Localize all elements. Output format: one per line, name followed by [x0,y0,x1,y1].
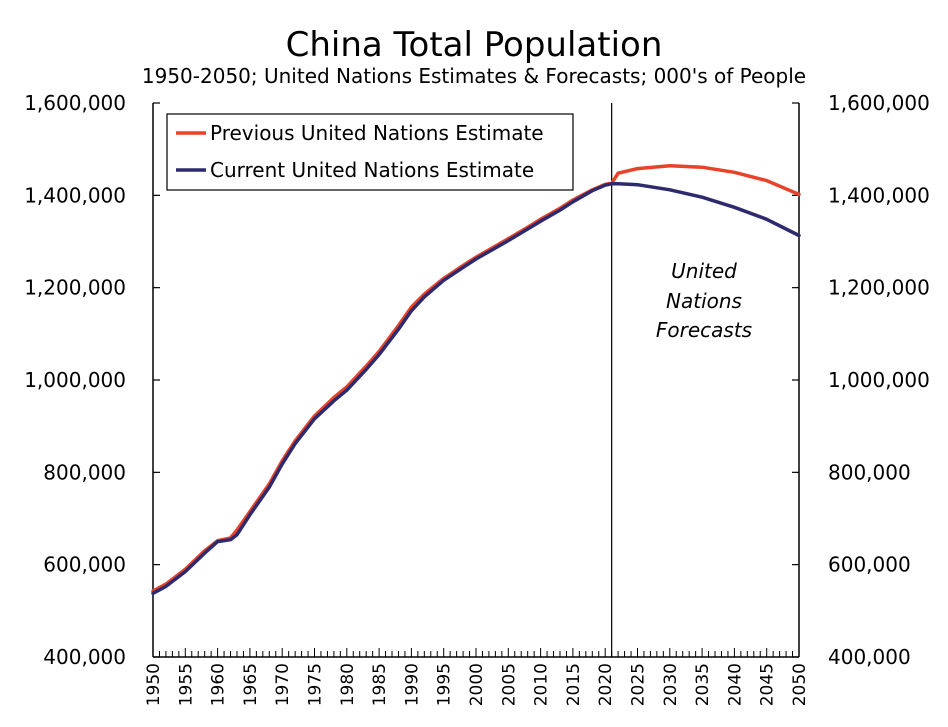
x-tick-label: 1985 [370,663,390,706]
y-tick-label-left: 1,000,000 [24,368,126,392]
x-tick-label: 1975 [306,663,326,706]
y-tick-label-right: 1,000,000 [828,368,930,392]
y-tick-label-right: 1,400,000 [828,183,930,207]
y-tick-label-left: 800,000 [43,460,126,484]
x-ticks: 1950 1955 1960 1965 1970 1975 1980 1985 1990 1995… [144,648,810,706]
y-tick-label-right: 600,000 [828,553,911,577]
y-ticks-right: 400,000 600,000 800,000 1,000,000 1,200,000 1… [792,91,930,669]
x-tick-label: 2045 [758,663,778,706]
x-tick-label: 1950 [144,663,164,706]
x-tick-label: 2030 [661,663,681,706]
y-tick-label-left: 1,400,000 [24,183,126,207]
y-ticks-left: 400,000 600,000 800,000 1,000,000 1,200,000 1… [24,91,160,669]
y-tick-label-right: 400,000 [828,645,911,669]
x-tick-label: 1965 [241,663,261,706]
chart-title: China Total Population [286,25,663,65]
y-tick-label-left: 600,000 [43,553,126,577]
y-tick-label-right: 1,200,000 [828,276,930,300]
chart-subtitle: 1950-2050; United Nations Estimates & Fo… [142,64,806,88]
annotation-line-3: Forecasts [656,318,752,342]
x-tick-label: 1995 [435,663,455,706]
annotation-line-1: United [671,259,737,283]
y-tick-label-left: 1,600,000 [24,91,126,115]
legend-label-current: Current United Nations Estimate [210,158,534,182]
x-tick-label: 1980 [338,663,358,706]
series-line-current [151,182,801,596]
legend-label-previous: Previous United Nations Estimate [210,121,544,145]
legend: Previous United Nations Estimate Current… [166,113,574,191]
x-tick-label: 1960 [209,663,229,706]
x-tick-label: 2010 [532,663,552,706]
x-tick-label: 2025 [629,663,649,706]
series-group [151,164,801,596]
y-tick-label-right: 1,600,000 [828,91,930,115]
series-line-previous [151,164,801,593]
x-tick-label: 1955 [176,663,196,706]
y-tick-label-left: 1,200,000 [24,276,126,300]
x-tick-label: 2000 [467,663,487,706]
annotation-line-2: Nations [666,289,742,313]
legend-box [166,113,574,191]
x-tick-label: 2015 [564,663,584,706]
x-tick-label: 2020 [596,663,616,706]
x-tick-label: 2035 [693,663,713,706]
x-tick-label: 1970 [273,663,293,706]
x-tick-label: 2040 [725,663,745,706]
y-tick-label-right: 800,000 [828,460,911,484]
x-tick-label: 2005 [499,663,519,706]
y-tick-label-left: 400,000 [43,645,126,669]
x-tick-label: 2050 [790,663,810,706]
x-tick-label: 1990 [402,663,422,706]
